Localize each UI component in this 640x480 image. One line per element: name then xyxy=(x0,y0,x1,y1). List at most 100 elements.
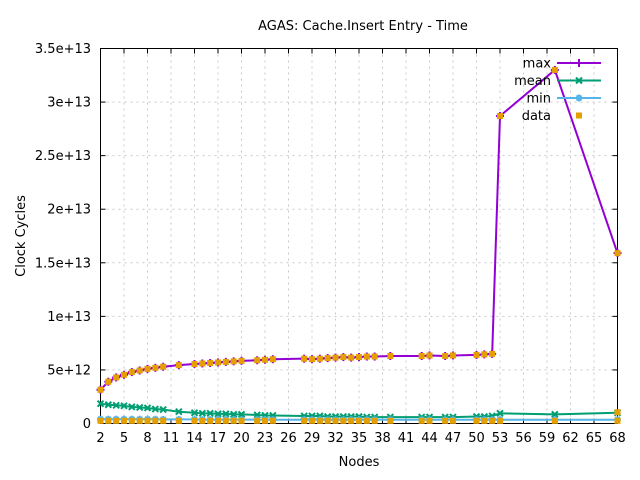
marker-x xyxy=(112,401,120,409)
marker-square xyxy=(238,357,245,364)
y-tick-label: 3e+13 xyxy=(47,96,91,111)
x-axis-label: Nodes xyxy=(339,455,380,470)
x-tick-label: 5 xyxy=(120,431,128,446)
marker-square xyxy=(152,417,159,424)
marker-square xyxy=(222,358,229,365)
marker-x xyxy=(214,410,222,418)
x-tick-label: 65 xyxy=(586,431,603,446)
marker-square xyxy=(426,417,433,424)
x-tick-label: 32 xyxy=(327,431,344,446)
marker-square xyxy=(418,417,425,424)
marker-square xyxy=(113,374,120,381)
marker-x xyxy=(206,409,214,418)
marker-square xyxy=(113,417,120,424)
marker-square xyxy=(614,250,621,257)
marker-square xyxy=(105,417,112,424)
y-tick-label: 5e+12 xyxy=(47,363,91,378)
marker-square xyxy=(324,417,331,424)
marker-square xyxy=(450,417,456,424)
marker-square xyxy=(136,367,143,374)
legend-sample-mean xyxy=(557,76,601,85)
x-tick-label: 23 xyxy=(257,431,274,446)
marker-square xyxy=(489,417,496,424)
marker-square xyxy=(230,358,237,365)
marker-square xyxy=(348,354,355,361)
x-tick-labels: 2 5 8 11 14 17 20 23 26 29 32 35 38 41 44 47 50 53 56 59 62 6… xyxy=(96,431,625,446)
marker-x xyxy=(135,403,144,412)
marker-square xyxy=(371,417,378,424)
marker-square xyxy=(348,417,355,424)
marker-square xyxy=(473,351,480,358)
marker-square xyxy=(269,417,276,424)
marker-square xyxy=(121,371,127,378)
marker-square xyxy=(551,66,558,73)
x-tick-label: 8 xyxy=(143,431,151,446)
marker-square xyxy=(301,417,308,424)
marker-square xyxy=(363,417,370,424)
marker-square xyxy=(332,417,339,424)
marker-x xyxy=(198,409,207,418)
marker-x xyxy=(120,402,128,410)
marker-x xyxy=(143,404,152,412)
legend-sample-min xyxy=(557,94,601,102)
marker-square xyxy=(105,378,112,385)
legend-sample-data xyxy=(576,112,582,119)
marker-square xyxy=(222,417,229,424)
marker-square xyxy=(254,417,261,424)
marker-square xyxy=(152,364,159,371)
marker-x xyxy=(96,399,105,408)
x-tick-label: 26 xyxy=(280,431,297,446)
marker-x xyxy=(237,410,246,419)
legend-samples xyxy=(557,59,601,119)
marker-square xyxy=(262,356,268,363)
marker-square xyxy=(97,417,104,424)
marker-square xyxy=(191,361,198,368)
marker-square xyxy=(199,360,206,367)
marker-square xyxy=(128,417,135,424)
marker-square xyxy=(340,417,347,424)
marker-square xyxy=(363,353,370,360)
marker-square xyxy=(418,353,425,359)
marker-square xyxy=(215,417,221,424)
marker-plus xyxy=(575,59,583,67)
x-tick-label: 14 xyxy=(186,431,203,446)
marker-square xyxy=(614,409,621,416)
marker-x xyxy=(151,405,160,413)
y-tick-label: 1.5e+13 xyxy=(35,256,91,271)
marker-square xyxy=(207,359,214,366)
marker-x xyxy=(229,410,238,419)
marker-square xyxy=(191,417,198,424)
legend-label-max: max xyxy=(523,57,552,72)
legend: max mean min data xyxy=(514,57,601,124)
marker-square xyxy=(309,356,315,363)
marker-square xyxy=(332,354,339,361)
marker-asterisk xyxy=(575,94,583,102)
marker-square xyxy=(450,352,456,359)
x-tick-label: 20 xyxy=(233,431,250,446)
marker-x xyxy=(190,409,199,417)
marker-x xyxy=(128,403,136,411)
y-tick-labels: 0 5e+12 1e+13 1.5e+13 2e+13 2.5e+13 3e+13 3.5e+… xyxy=(35,42,91,432)
x-tick-label: 29 xyxy=(304,431,321,446)
y-tick-label: 0 xyxy=(83,417,91,432)
marker-square xyxy=(215,359,221,366)
x-tick-label: 56 xyxy=(515,431,532,446)
marker-square xyxy=(614,417,621,424)
marker-square xyxy=(481,417,488,424)
marker-square xyxy=(316,355,323,362)
x-tick-label: 35 xyxy=(351,431,368,446)
marker-square xyxy=(426,352,433,359)
marker-square xyxy=(160,417,167,424)
marker-square xyxy=(230,417,237,424)
data-series xyxy=(96,65,622,424)
chart-title: AGAS: Cache.Insert Entry - Time xyxy=(258,19,468,34)
marker-x xyxy=(222,410,230,418)
marker-square xyxy=(199,417,206,424)
x-tick-label: 50 xyxy=(468,431,485,446)
marker-x xyxy=(175,408,183,416)
marker-square xyxy=(262,417,268,424)
marker-square xyxy=(497,113,503,119)
marker-square xyxy=(473,417,480,424)
legend-label-mean: mean xyxy=(514,74,551,89)
